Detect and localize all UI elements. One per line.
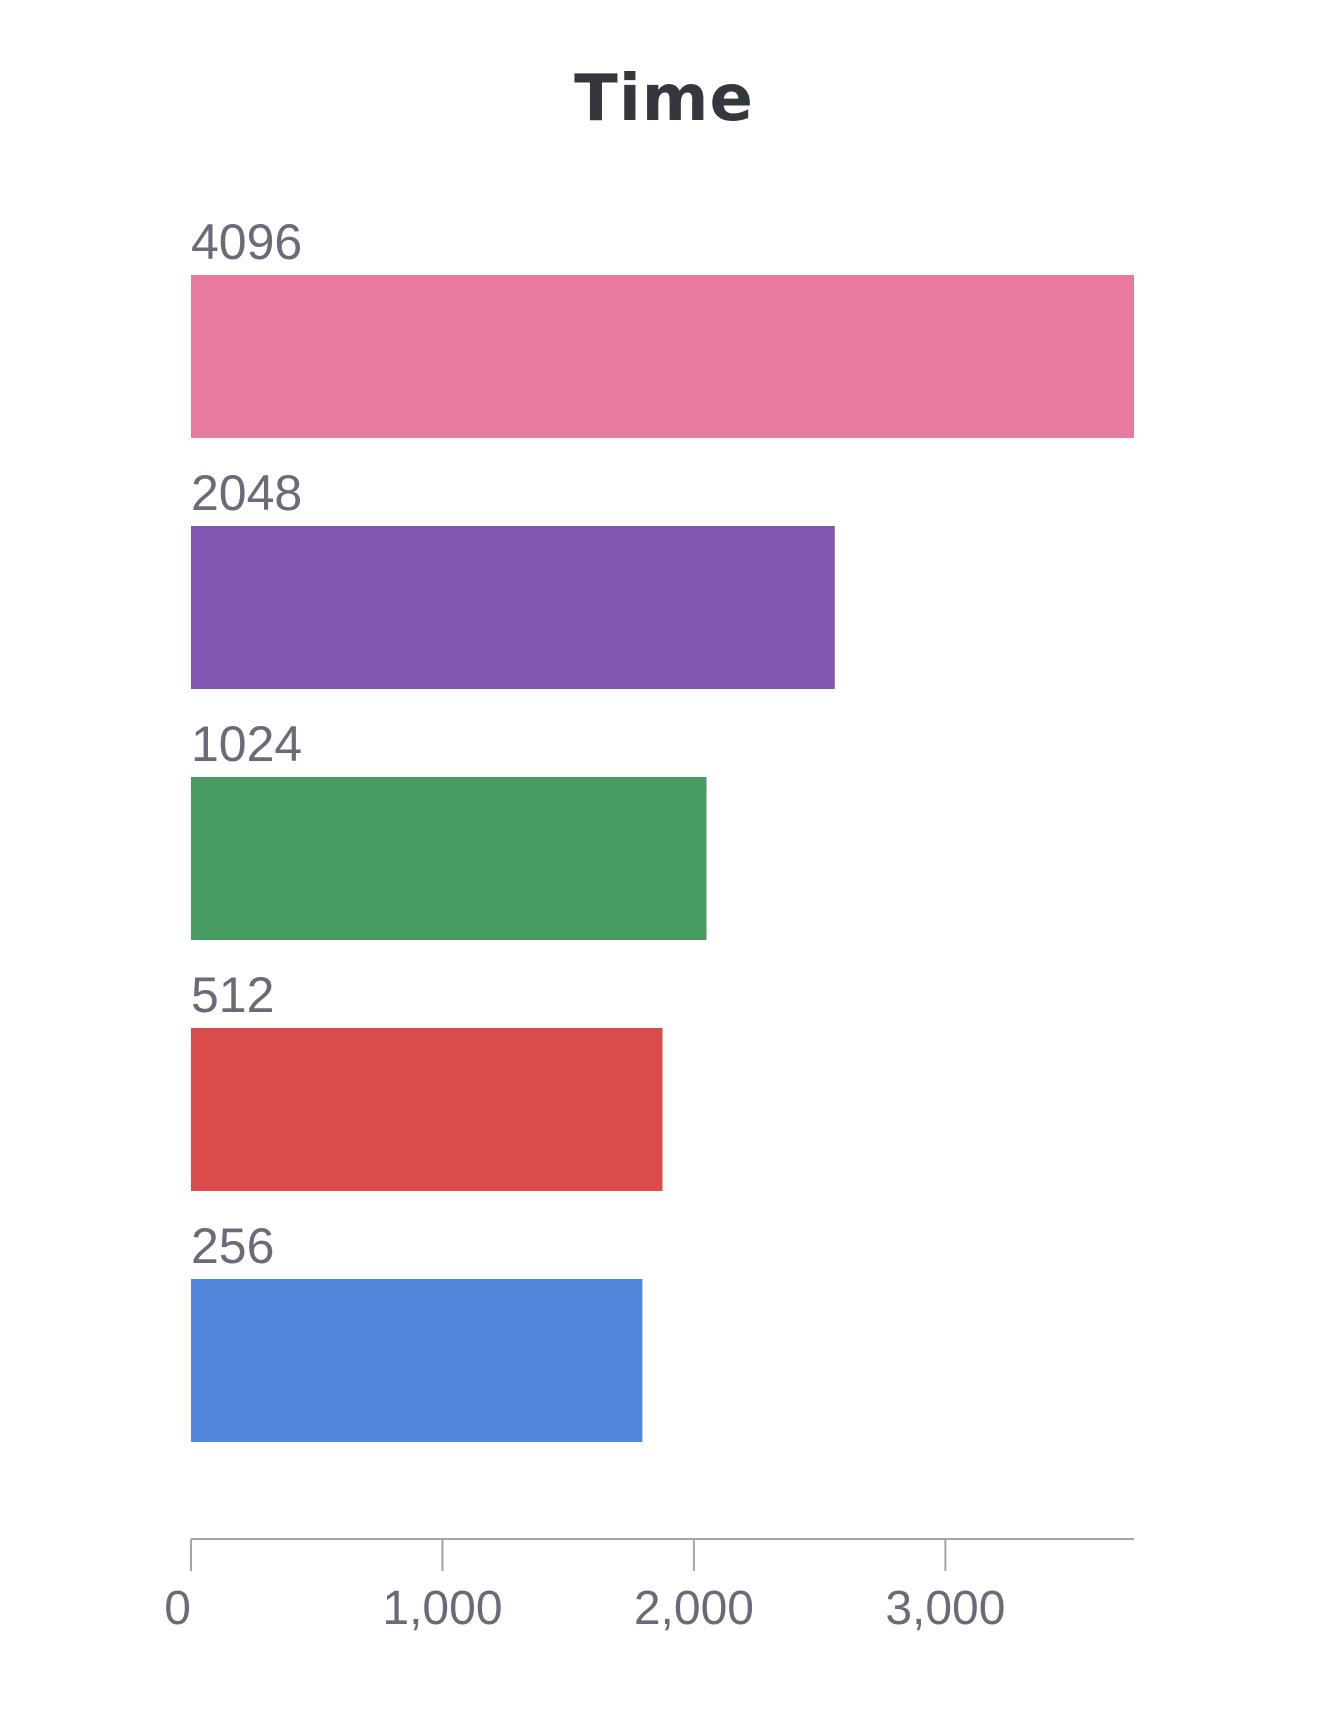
bar-256 bbox=[191, 1279, 643, 1442]
bar-label-1024: 1024 bbox=[191, 716, 302, 772]
x-tick-label-3000: 3,000 bbox=[885, 1582, 1005, 1635]
bar-4096 bbox=[191, 275, 1134, 438]
bar-label-2048: 2048 bbox=[191, 465, 302, 521]
bar-512 bbox=[191, 1028, 663, 1191]
bar-1024 bbox=[191, 777, 707, 940]
bar-label-512: 512 bbox=[191, 967, 274, 1023]
bar-2048 bbox=[191, 526, 835, 689]
x-tick-label-1000: 1,000 bbox=[382, 1582, 502, 1635]
x-tick-label-2000: 2,000 bbox=[634, 1582, 754, 1635]
bar-label-4096: 4096 bbox=[191, 214, 302, 270]
bar-label-256: 256 bbox=[191, 1218, 274, 1274]
x-tick-label-0: 0 bbox=[164, 1582, 191, 1635]
chart-title: Time bbox=[574, 62, 754, 136]
